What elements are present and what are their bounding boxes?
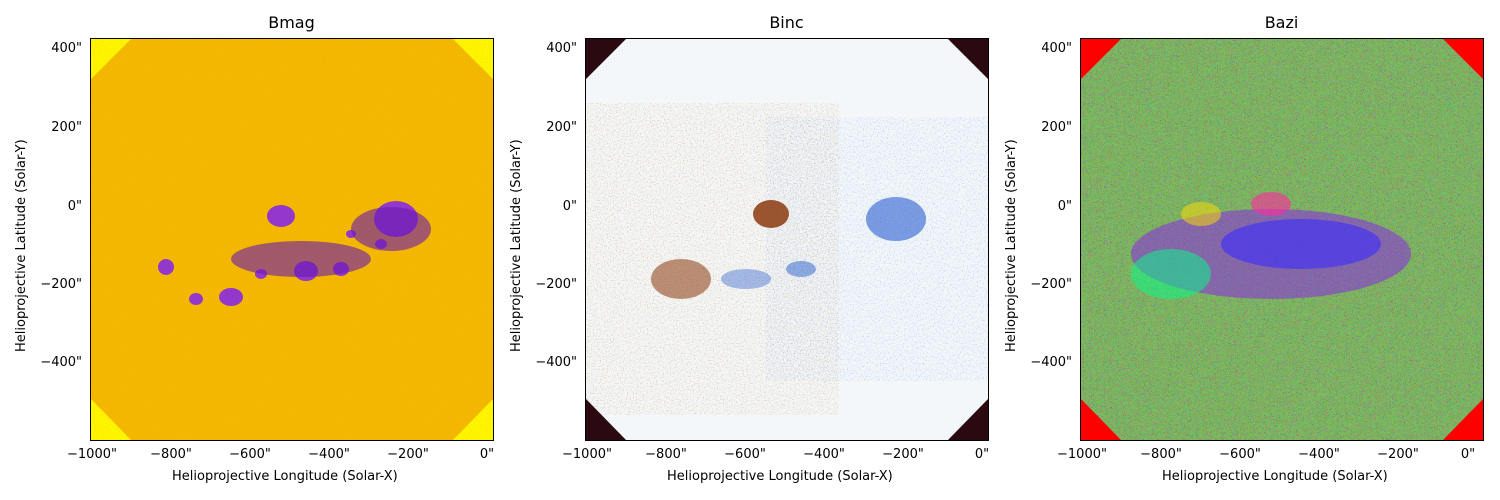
x-tick-label: −400" bbox=[308, 447, 350, 462]
x-tick-label: −1000" bbox=[562, 447, 612, 462]
y-tick-label: −200" bbox=[1030, 277, 1072, 292]
x-tick-label: −1000" bbox=[1057, 447, 1107, 462]
y-tick-label: 0" bbox=[1057, 199, 1072, 214]
panel-title: Bmag bbox=[268, 13, 315, 32]
x-tick-label: 0" bbox=[479, 447, 495, 462]
x-tick-label: −400" bbox=[803, 447, 845, 462]
x-axis-label: Helioprojective Longitude (Solar-X) bbox=[172, 469, 398, 484]
x-tick-label: −200" bbox=[1377, 447, 1419, 462]
bazi-map bbox=[1080, 38, 1484, 441]
bmag-image bbox=[91, 39, 493, 440]
x-tick-label: −800" bbox=[645, 447, 687, 462]
y-tick-label: −400" bbox=[40, 355, 82, 370]
y-tick-label: 0" bbox=[67, 199, 82, 214]
y-axis-label: Helioprojective Latitude (Solar-Y) bbox=[509, 139, 524, 352]
x-axis-label: Helioprojective Longitude (Solar-X) bbox=[667, 469, 893, 484]
y-axis-label: Helioprojective Latitude (Solar-Y) bbox=[14, 139, 29, 352]
y-tick-label: 200" bbox=[51, 120, 82, 135]
y-tick-label: 0" bbox=[562, 199, 577, 214]
x-axis-label: Helioprojective Longitude (Solar-X) bbox=[1162, 469, 1388, 484]
y-tick-label: 400" bbox=[51, 41, 82, 56]
y-tick-label: −400" bbox=[1030, 355, 1072, 370]
x-tick-label: −200" bbox=[882, 447, 924, 462]
x-tick-label: −600" bbox=[1219, 447, 1261, 462]
x-tick-label: −1000" bbox=[67, 447, 117, 462]
y-tick-label: 200" bbox=[546, 120, 577, 135]
x-tick-label: −400" bbox=[1298, 447, 1340, 462]
panel-title: Bazi bbox=[1264, 13, 1299, 32]
x-tick-label: −200" bbox=[387, 447, 429, 462]
bazi-image bbox=[1081, 39, 1483, 440]
x-tick-label: −600" bbox=[229, 447, 271, 462]
bmag-map bbox=[90, 38, 494, 441]
x-tick-label: 0" bbox=[1460, 447, 1476, 462]
x-tick-label: 0" bbox=[974, 447, 990, 462]
x-tick-label: −800" bbox=[1140, 447, 1182, 462]
y-tick-label: 200" bbox=[1041, 120, 1072, 135]
y-tick-label: 400" bbox=[546, 41, 577, 56]
x-tick-label: −600" bbox=[724, 447, 766, 462]
panel-binc: Binc 400" 200" 0" −200 bbox=[495, 0, 990, 500]
binc-map bbox=[585, 38, 989, 441]
y-tick-label: −200" bbox=[535, 277, 577, 292]
binc-image bbox=[586, 39, 988, 440]
y-tick-label: 400" bbox=[1041, 41, 1072, 56]
y-tick-label: −400" bbox=[535, 355, 577, 370]
y-axis-label: Helioprojective Latitude (Solar-Y) bbox=[1004, 139, 1019, 352]
panel-bmag: Bmag bbox=[0, 0, 495, 500]
panel-bazi: Bazi 400" 200" 0" −200" −400" −1000" −80… bbox=[990, 0, 1485, 500]
panel-title: Binc bbox=[769, 13, 804, 32]
y-tick-label: −200" bbox=[40, 277, 82, 292]
x-tick-label: −800" bbox=[150, 447, 192, 462]
